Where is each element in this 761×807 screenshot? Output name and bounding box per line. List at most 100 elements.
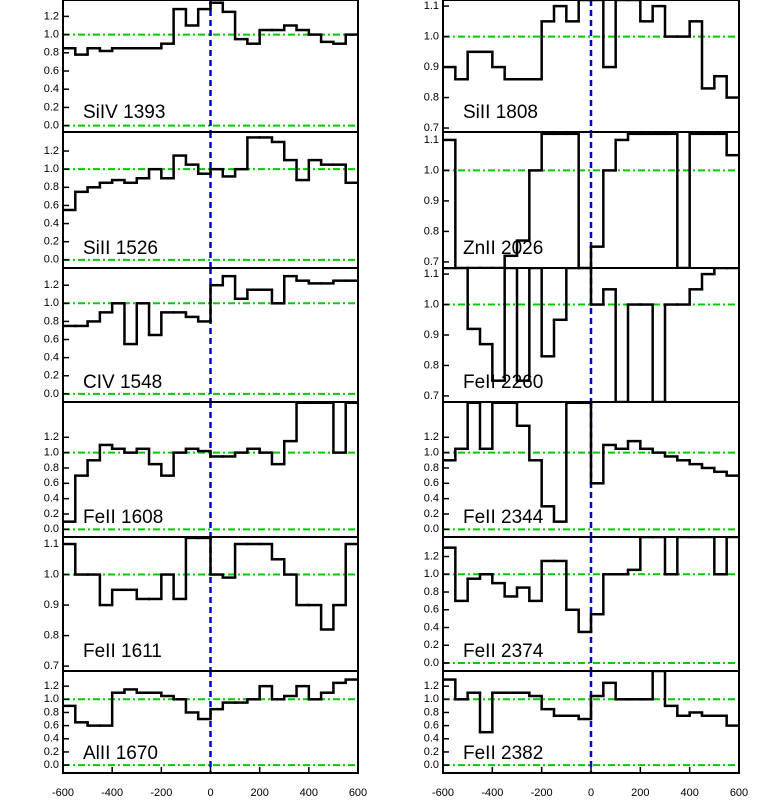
y-tick-label: 0.8	[44, 629, 59, 641]
panel-label: AlII 1670	[83, 743, 158, 764]
y-tick-label: 0.8	[424, 359, 439, 371]
y-tick-label: 0.6	[424, 604, 439, 616]
panel-label: FeII 2382	[463, 743, 543, 764]
y-tick-label: 0.8	[44, 462, 59, 474]
y-tick-label: 0.2	[44, 746, 59, 758]
panel	[63, 268, 358, 402]
panel	[443, 537, 739, 671]
y-tick-label: 0.2	[44, 508, 59, 520]
y-tick-label: 0.0	[44, 759, 59, 771]
x-tick-label: 600	[349, 787, 367, 799]
y-tick-label: 1.1	[424, 134, 439, 146]
panel-frame	[442, 670, 740, 774]
y-tick-label: 0.8	[424, 706, 439, 718]
panel-label: FeII 1608	[83, 507, 163, 528]
y-tick-label: 0.6	[424, 720, 439, 732]
y-tick-label: 0.2	[44, 236, 59, 248]
y-tick-label: 0.2	[424, 508, 439, 520]
x-tick-label: -600	[52, 787, 74, 799]
y-tick-label: 0.2	[44, 101, 59, 113]
y-tick-label: 1.0	[424, 164, 439, 176]
y-tick-label: 0.8	[424, 586, 439, 598]
panel	[443, 671, 739, 773]
y-tick-label: 0.6	[44, 199, 59, 211]
y-tick-label: 1.0	[44, 568, 59, 580]
panel	[63, 132, 358, 268]
panel	[443, 0, 739, 132]
y-tick-label: 0.0	[44, 254, 59, 266]
y-tick-label: 0.4	[44, 217, 59, 229]
panel	[443, 132, 739, 268]
y-tick-label: 1.2	[44, 145, 59, 157]
y-tick-label: 1.0	[44, 297, 59, 309]
panel-label: SiIV 1393	[83, 102, 165, 123]
y-tick-label: 0.8	[44, 706, 59, 718]
x-tick-label: 400	[680, 787, 698, 799]
y-tick-label: 0.7	[424, 122, 439, 134]
y-tick-label: 0.8	[44, 315, 59, 327]
y-tick-label: 0.6	[44, 720, 59, 732]
panel	[63, 537, 358, 671]
y-tick-label: 0.6	[44, 65, 59, 77]
panel-frame	[62, 670, 359, 774]
y-tick-label: 1.2	[424, 431, 439, 443]
panel	[63, 671, 358, 773]
y-tick-label: 1.2	[424, 680, 439, 692]
y-tick-label: 0.4	[424, 493, 439, 505]
y-tick-label: 0.6	[44, 333, 59, 345]
y-tick-label: 0.9	[424, 195, 439, 207]
y-tick-label: 1.2	[44, 10, 59, 22]
y-tick-label: 1.0	[44, 163, 59, 175]
y-tick-label: 0.2	[44, 370, 59, 382]
y-tick-label: 0.8	[44, 181, 59, 193]
x-tick-label: 200	[631, 787, 649, 799]
y-tick-label: 1.2	[44, 279, 59, 291]
panel-label: CIV 1548	[83, 372, 162, 393]
x-tick-label: 400	[300, 787, 318, 799]
y-tick-label: 0.8	[424, 91, 439, 103]
y-tick-label: 0.7	[424, 390, 439, 402]
y-tick-label: 1.0	[44, 693, 59, 705]
panel-label: FeII 2344	[463, 507, 544, 528]
panel	[63, 402, 358, 537]
y-tick-label: 0.4	[424, 733, 439, 745]
y-tick-label: 0.0	[424, 657, 439, 669]
x-tick-label: -400	[481, 787, 503, 799]
panel-label: FeII 2260	[463, 372, 543, 393]
y-tick-label: 0.0	[424, 523, 439, 535]
x-tick-label: -200	[150, 787, 172, 799]
panel-label: FeII 2374	[463, 641, 544, 662]
y-tick-label: 0.4	[44, 352, 59, 364]
y-tick-label: 0.2	[424, 639, 439, 651]
panel-label: SiII 1526	[83, 238, 158, 259]
y-tick-label: 0.9	[44, 599, 59, 611]
panel-label: ZnII 2026	[463, 238, 543, 259]
y-tick-label: 1.0	[424, 30, 439, 42]
y-tick-label: 0.4	[44, 493, 59, 505]
y-tick-label: 1.0	[424, 447, 439, 459]
y-tick-label: 1.0	[44, 447, 59, 459]
y-tick-label: 0.0	[424, 759, 439, 771]
y-tick-label: 1.2	[44, 431, 59, 443]
panel	[63, 0, 358, 132]
y-tick-label: 0.6	[424, 477, 439, 489]
y-tick-label: 0.8	[424, 225, 439, 237]
x-tick-label: 0	[207, 787, 213, 799]
y-tick-label: 1.2	[424, 550, 439, 562]
y-tick-label: 0.9	[424, 329, 439, 341]
y-tick-label: 0.0	[44, 388, 59, 400]
y-tick-label: 1.1	[424, 0, 439, 12]
y-tick-label: 0.8	[424, 462, 439, 474]
y-tick-label: 0.6	[44, 477, 59, 489]
y-tick-label: 1.0	[424, 298, 439, 310]
y-tick-label: 0.4	[424, 621, 439, 633]
y-tick-label: 0.8	[44, 47, 59, 59]
y-tick-label: 0.2	[424, 746, 439, 758]
panel-label: FeII 1611	[83, 641, 162, 662]
x-tick-label: 600	[730, 787, 748, 799]
y-tick-label: 0.7	[44, 660, 59, 672]
y-tick-label: 1.0	[44, 28, 59, 40]
y-tick-label: 1.0	[424, 568, 439, 580]
x-tick-label: 200	[250, 787, 268, 799]
y-tick-label: 0.7	[424, 256, 439, 268]
